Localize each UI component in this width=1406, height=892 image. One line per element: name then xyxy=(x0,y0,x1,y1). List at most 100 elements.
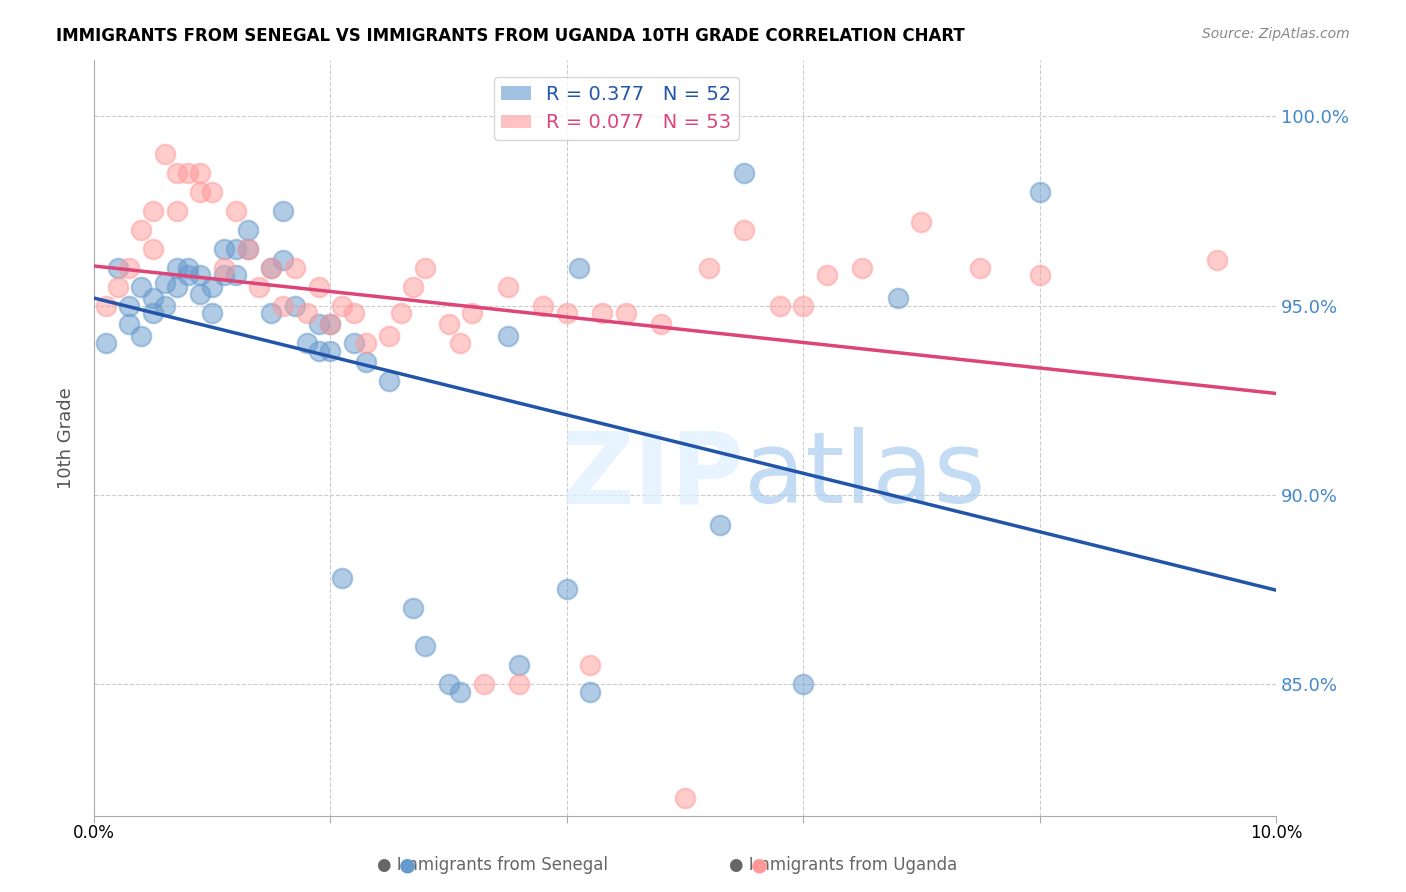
Immigrants from Uganda xyxy=(107,279,129,293)
Immigrants from Senegal xyxy=(402,601,425,615)
Immigrants from Senegal xyxy=(330,571,353,585)
Immigrants from Uganda xyxy=(129,223,152,237)
Immigrants from Senegal xyxy=(449,684,471,698)
Immigrants from Senegal xyxy=(129,279,152,293)
Immigrants from Uganda xyxy=(508,677,530,691)
Immigrants from Senegal xyxy=(413,639,436,653)
Immigrants from Senegal xyxy=(142,291,165,305)
Immigrants from Senegal xyxy=(212,242,235,256)
Immigrants from Senegal xyxy=(1028,185,1050,199)
Immigrants from Uganda xyxy=(284,260,307,275)
Immigrants from Uganda xyxy=(413,260,436,275)
Immigrants from Uganda xyxy=(910,215,932,229)
Immigrants from Senegal xyxy=(295,336,318,351)
Immigrants from Uganda xyxy=(188,166,211,180)
Immigrants from Senegal xyxy=(188,268,211,283)
Immigrants from Uganda xyxy=(343,306,366,320)
Immigrants from Uganda xyxy=(188,185,211,199)
Immigrants from Senegal xyxy=(118,299,141,313)
Immigrants from Senegal xyxy=(236,242,259,256)
Immigrants from Senegal xyxy=(508,658,530,673)
Immigrants from Uganda xyxy=(236,242,259,256)
Immigrants from Senegal xyxy=(378,374,401,388)
Immigrants from Senegal xyxy=(260,260,283,275)
Immigrants from Uganda xyxy=(531,299,554,313)
Immigrants from Uganda xyxy=(319,318,342,332)
Immigrants from Senegal xyxy=(118,318,141,332)
Immigrants from Uganda xyxy=(472,677,495,691)
Text: IMMIGRANTS FROM SENEGAL VS IMMIGRANTS FROM UGANDA 10TH GRADE CORRELATION CHART: IMMIGRANTS FROM SENEGAL VS IMMIGRANTS FR… xyxy=(56,27,965,45)
Immigrants from Uganda xyxy=(142,242,165,256)
Immigrants from Senegal xyxy=(709,518,731,533)
Immigrants from Senegal xyxy=(236,223,259,237)
Text: 10.0%: 10.0% xyxy=(1250,824,1302,842)
Immigrants from Uganda xyxy=(792,299,814,313)
Immigrants from Uganda xyxy=(496,279,519,293)
Text: ZIP: ZIP xyxy=(561,427,744,524)
Text: ●: ● xyxy=(399,855,416,874)
Immigrants from Uganda xyxy=(201,185,224,199)
Immigrants from Uganda xyxy=(1205,253,1227,268)
Immigrants from Uganda xyxy=(330,299,353,313)
Immigrants from Senegal xyxy=(166,279,188,293)
Immigrants from Uganda xyxy=(249,279,271,293)
Immigrants from Uganda xyxy=(225,204,247,219)
Y-axis label: 10th Grade: 10th Grade xyxy=(58,387,75,489)
Immigrants from Senegal xyxy=(555,582,578,597)
Immigrants from Senegal xyxy=(343,336,366,351)
Immigrants from Uganda xyxy=(815,268,838,283)
Immigrants from Uganda xyxy=(177,166,200,180)
Immigrants from Uganda xyxy=(697,260,720,275)
Immigrants from Senegal xyxy=(129,329,152,343)
Immigrants from Uganda xyxy=(555,306,578,320)
Immigrants from Uganda xyxy=(260,260,283,275)
Immigrants from Uganda xyxy=(673,790,696,805)
Immigrants from Senegal xyxy=(107,260,129,275)
Immigrants from Uganda xyxy=(768,299,790,313)
Immigrants from Senegal xyxy=(201,306,224,320)
Immigrants from Senegal xyxy=(166,260,188,275)
Immigrants from Senegal xyxy=(567,260,589,275)
Immigrants from Uganda xyxy=(650,318,672,332)
Immigrants from Senegal xyxy=(260,306,283,320)
Immigrants from Uganda xyxy=(308,279,330,293)
Immigrants from Uganda xyxy=(166,166,188,180)
Immigrants from Senegal xyxy=(201,279,224,293)
Immigrants from Senegal xyxy=(579,684,602,698)
Immigrants from Uganda xyxy=(579,658,602,673)
Immigrants from Senegal xyxy=(177,268,200,283)
Immigrants from Senegal xyxy=(733,166,755,180)
Immigrants from Senegal xyxy=(284,299,307,313)
Immigrants from Uganda xyxy=(461,306,484,320)
Immigrants from Senegal xyxy=(886,291,908,305)
Immigrants from Uganda xyxy=(1028,268,1050,283)
Text: ●: ● xyxy=(751,855,768,874)
Immigrants from Senegal xyxy=(792,677,814,691)
Immigrants from Uganda xyxy=(271,299,294,313)
Immigrants from Uganda xyxy=(614,306,637,320)
Immigrants from Uganda xyxy=(733,223,755,237)
Text: ● Immigrants from Senegal: ● Immigrants from Senegal xyxy=(377,856,607,874)
Immigrants from Senegal xyxy=(225,268,247,283)
Immigrants from Senegal xyxy=(308,343,330,358)
Immigrants from Senegal xyxy=(188,287,211,301)
Immigrants from Uganda xyxy=(449,336,471,351)
Immigrants from Uganda xyxy=(389,306,412,320)
Immigrants from Uganda xyxy=(94,299,117,313)
Immigrants from Senegal xyxy=(437,677,460,691)
Immigrants from Senegal xyxy=(271,204,294,219)
Immigrants from Senegal xyxy=(177,260,200,275)
Immigrants from Senegal xyxy=(271,253,294,268)
Text: Source: ZipAtlas.com: Source: ZipAtlas.com xyxy=(1202,27,1350,41)
Immigrants from Uganda xyxy=(378,329,401,343)
Immigrants from Senegal xyxy=(153,276,176,290)
Immigrants from Uganda xyxy=(142,204,165,219)
Immigrants from Uganda xyxy=(166,204,188,219)
Text: ● Immigrants from Uganda: ● Immigrants from Uganda xyxy=(730,856,957,874)
Immigrants from Senegal xyxy=(319,318,342,332)
Immigrants from Senegal xyxy=(212,268,235,283)
Immigrants from Uganda xyxy=(153,147,176,161)
Immigrants from Senegal xyxy=(142,306,165,320)
Immigrants from Uganda xyxy=(437,318,460,332)
Immigrants from Uganda xyxy=(851,260,873,275)
